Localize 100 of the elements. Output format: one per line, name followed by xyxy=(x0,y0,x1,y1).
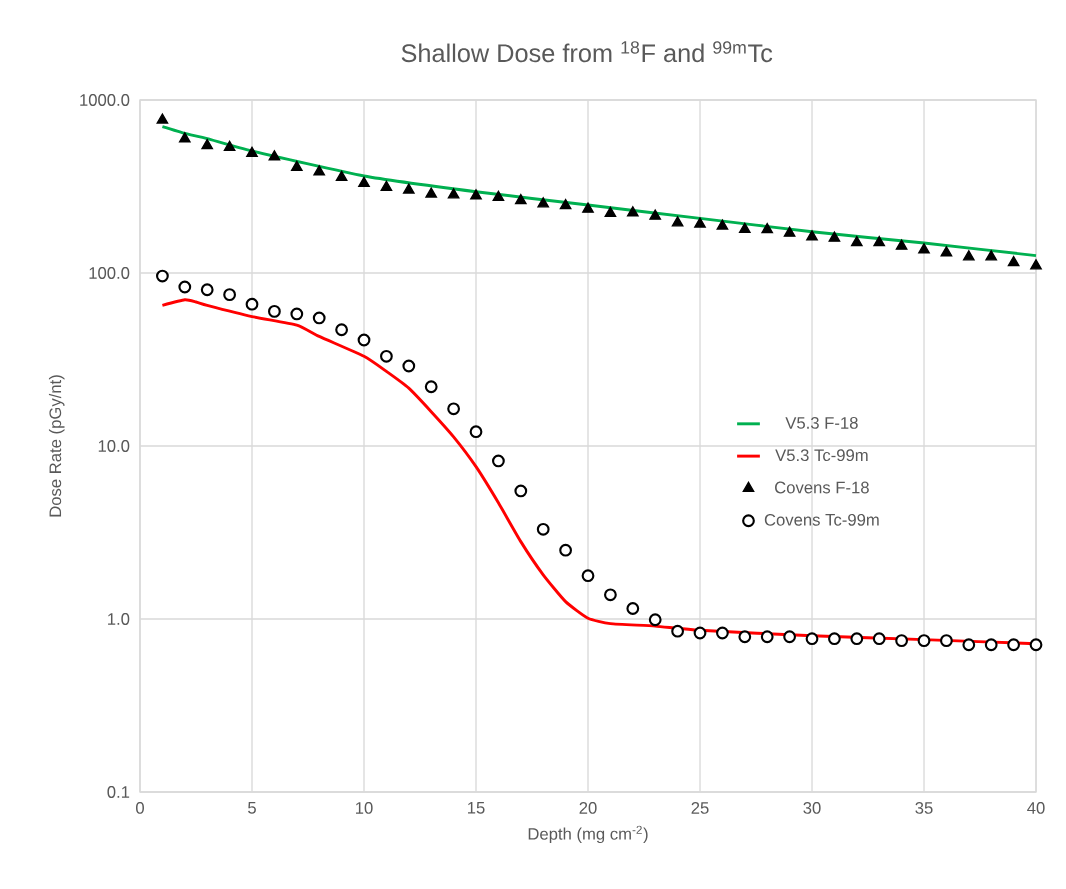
point xyxy=(783,226,796,237)
x-tick-label: 5 xyxy=(248,802,256,814)
y-tick-label: 1000.0 xyxy=(80,94,130,106)
y-tick-label: 100.0 xyxy=(89,267,130,279)
point xyxy=(313,165,326,176)
point xyxy=(671,216,684,227)
point xyxy=(447,402,461,416)
x-tick-label: 25 xyxy=(691,802,709,814)
point xyxy=(223,140,236,151)
point xyxy=(447,188,460,199)
point xyxy=(962,638,976,652)
point xyxy=(335,170,348,182)
point xyxy=(581,569,595,583)
point xyxy=(694,217,706,228)
point xyxy=(559,543,573,557)
point xyxy=(626,602,640,615)
x-tick-label: 0 xyxy=(136,802,144,814)
point xyxy=(940,634,953,648)
point xyxy=(358,176,370,187)
point xyxy=(872,632,886,646)
point xyxy=(402,359,416,373)
point xyxy=(424,380,438,394)
point xyxy=(716,219,729,230)
point xyxy=(648,613,662,627)
point xyxy=(604,206,617,218)
point xyxy=(895,634,909,648)
x-tick-label: 15 xyxy=(468,802,485,814)
point xyxy=(559,199,572,210)
x-tick-label: 40 xyxy=(1027,802,1045,814)
point xyxy=(492,454,505,468)
point xyxy=(984,638,998,652)
point xyxy=(873,235,886,247)
point xyxy=(290,160,303,172)
point xyxy=(918,243,930,254)
point xyxy=(335,323,349,337)
point xyxy=(201,138,214,150)
point xyxy=(156,113,169,124)
legend-label: Covens F-18 xyxy=(775,481,869,494)
point xyxy=(245,297,259,311)
point xyxy=(312,311,326,325)
point xyxy=(917,634,931,648)
point xyxy=(200,283,214,297)
point xyxy=(738,630,752,644)
point xyxy=(268,304,281,318)
point xyxy=(178,280,192,294)
point xyxy=(850,235,863,247)
point xyxy=(357,333,371,347)
legend-label: V5.3 F-18 xyxy=(785,417,858,429)
point xyxy=(1030,259,1042,270)
point xyxy=(537,197,550,208)
x-tick-label: 10 xyxy=(356,802,373,814)
point xyxy=(693,626,707,640)
point xyxy=(290,307,304,321)
point xyxy=(178,132,191,143)
y-tick-label: 1.0 xyxy=(108,613,130,625)
point xyxy=(962,250,975,261)
point xyxy=(425,187,438,198)
chart-title: Shallow Dose from $^{18}$F and $^{99m}$Tc xyxy=(401,41,773,63)
y-tick-label: 0.1 xyxy=(107,786,130,798)
point xyxy=(783,630,797,644)
point xyxy=(828,231,841,242)
point xyxy=(1007,638,1021,652)
point xyxy=(895,239,908,250)
point xyxy=(626,206,639,217)
point xyxy=(268,150,281,161)
point xyxy=(806,230,818,241)
point xyxy=(470,189,482,200)
point xyxy=(402,183,415,194)
point xyxy=(649,209,662,220)
point xyxy=(156,269,169,283)
point xyxy=(380,180,393,191)
point xyxy=(536,522,550,536)
point xyxy=(380,349,393,363)
point xyxy=(469,425,483,439)
legend-label: V5.3 Tc-99m xyxy=(775,449,868,462)
y-tick-label: 10.0 xyxy=(98,440,130,452)
point xyxy=(582,202,594,213)
point xyxy=(604,588,617,602)
point xyxy=(940,246,953,257)
x-tick-label: 35 xyxy=(915,802,933,814)
line-series xyxy=(160,125,1038,258)
point xyxy=(492,190,505,201)
point xyxy=(514,193,527,205)
point xyxy=(805,632,819,646)
point xyxy=(738,222,751,233)
point xyxy=(850,632,864,646)
x-tick-label: 30 xyxy=(803,802,821,814)
point xyxy=(671,624,685,638)
point xyxy=(514,484,528,498)
point xyxy=(985,250,998,261)
point xyxy=(761,223,774,234)
point xyxy=(828,632,841,646)
x-tick-label: 20 xyxy=(579,802,597,814)
legend-label: Covens Tc-99m xyxy=(764,513,879,526)
point xyxy=(716,626,729,640)
point xyxy=(246,146,258,157)
point xyxy=(760,630,774,644)
x-axis-title: Depth (mg cm$^{-2}$) xyxy=(528,825,648,844)
y-axis-title: Dose Rate (pGy/nt) xyxy=(48,375,65,517)
point xyxy=(223,288,237,302)
